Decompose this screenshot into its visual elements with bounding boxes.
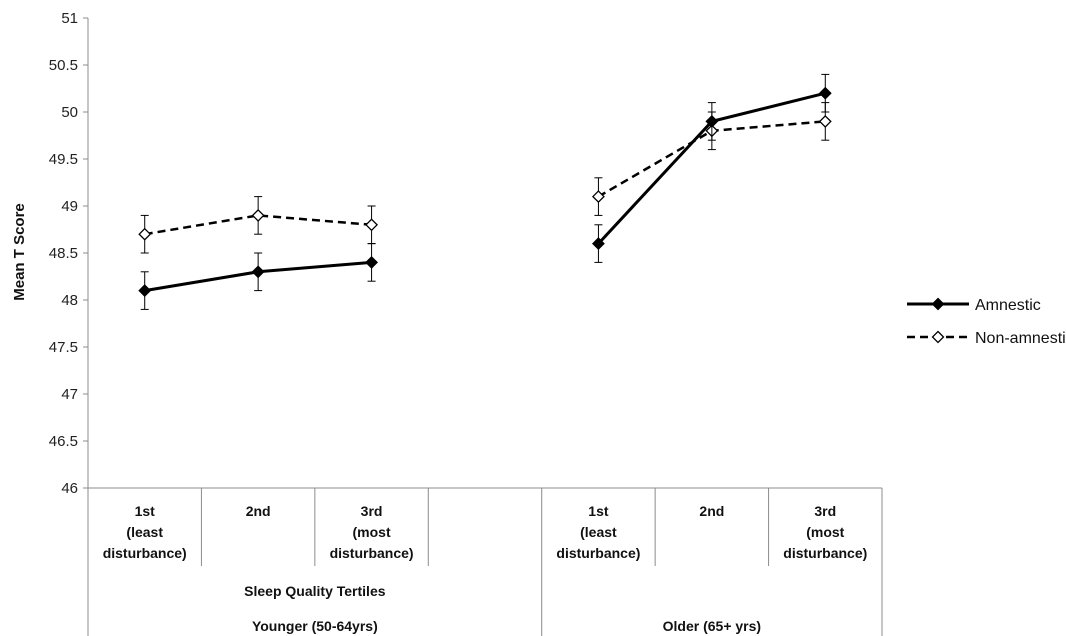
category-label: disturbance) bbox=[783, 545, 867, 561]
legend: Amnestic Non-amnestic bbox=[907, 297, 1066, 347]
y-tick-label: 50.5 bbox=[49, 57, 78, 74]
category-label: (most bbox=[353, 524, 391, 540]
y-tick-label: 49.5 bbox=[49, 151, 78, 168]
category-label: disturbance) bbox=[330, 545, 414, 561]
data-point bbox=[365, 218, 378, 232]
category-label: 2nd bbox=[246, 503, 271, 519]
y-tick-label: 47 bbox=[61, 386, 78, 403]
category-label: 1st bbox=[588, 503, 609, 519]
y-tick-label: 46.5 bbox=[49, 433, 78, 450]
data-point bbox=[138, 227, 152, 241]
y-tick-label: 49 bbox=[61, 198, 78, 215]
y-tick-label: 50 bbox=[61, 104, 78, 121]
data-point bbox=[592, 190, 605, 204]
category-label: disturbance) bbox=[556, 545, 640, 561]
y-axis-label: Mean T Score bbox=[11, 203, 28, 301]
data-point bbox=[705, 114, 719, 128]
group-label: Older (65+ yrs) bbox=[663, 618, 761, 634]
series-non-amnestic bbox=[138, 102, 832, 254]
category-label: 2nd bbox=[699, 503, 724, 519]
data-point bbox=[365, 255, 378, 269]
data-point bbox=[251, 208, 265, 222]
group-label: Younger (50-64yrs) bbox=[252, 618, 378, 634]
series-amnestic bbox=[138, 73, 832, 310]
data-point bbox=[818, 114, 832, 128]
category-label: 3rd bbox=[814, 503, 836, 519]
category-label: 3rd bbox=[361, 503, 383, 519]
category-label: (most bbox=[806, 524, 844, 540]
y-tick-label: 47.5 bbox=[49, 339, 78, 356]
subgroup-label: Sleep Quality Tertiles bbox=[244, 583, 386, 599]
category-label: 1st bbox=[135, 503, 156, 519]
y-tick-label: 51 bbox=[61, 10, 78, 27]
data-point bbox=[592, 237, 605, 251]
data-point bbox=[138, 284, 152, 298]
legend-marker bbox=[931, 297, 945, 311]
legend-label: Amnestic bbox=[975, 297, 1041, 314]
y-tick-label: 48 bbox=[61, 292, 78, 309]
legend-label: Non-amnestic bbox=[975, 330, 1066, 347]
category-label: (least bbox=[580, 524, 617, 540]
data-point bbox=[251, 265, 265, 279]
category-label: disturbance) bbox=[103, 545, 187, 561]
legend-marker bbox=[931, 330, 945, 344]
y-tick-label: 48.5 bbox=[49, 245, 78, 262]
category-label: (least bbox=[126, 524, 163, 540]
y-tick-label: 46 bbox=[61, 480, 78, 497]
data-point bbox=[818, 86, 832, 100]
